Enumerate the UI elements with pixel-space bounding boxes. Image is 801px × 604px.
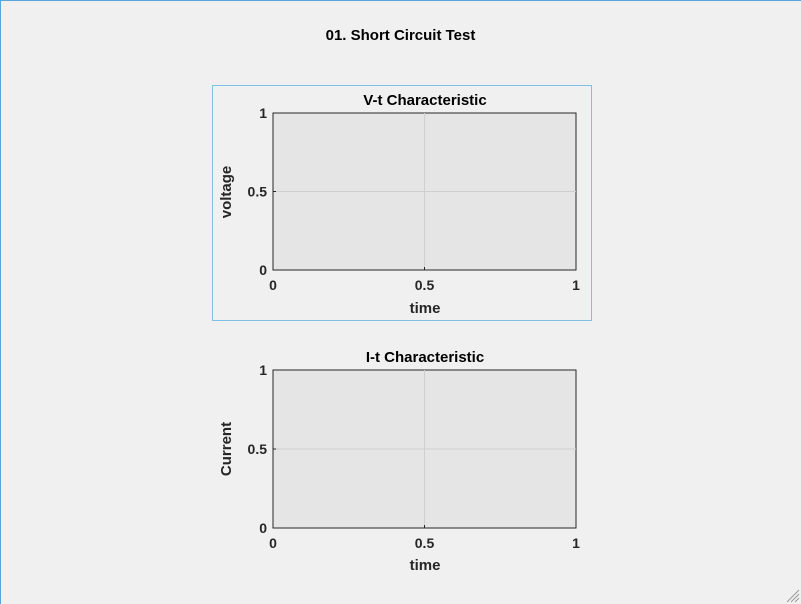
vt-ticks: 0 0.5 1 0 0.5 1 bbox=[248, 105, 581, 293]
it-ytick-label: 1 bbox=[259, 362, 267, 378]
vt-chart-title: V-t Characteristic bbox=[363, 92, 486, 109]
it-ylabel: Current bbox=[218, 422, 235, 476]
it-ytick-label: 0 bbox=[259, 520, 267, 536]
vt-ytick-label: 0 bbox=[259, 262, 267, 278]
vt-xlabel: time bbox=[410, 300, 441, 317]
it-xlabel: time bbox=[410, 557, 441, 574]
figure-title: 01. Short Circuit Test bbox=[325, 27, 476, 44]
resize-grip-icon[interactable] bbox=[786, 589, 800, 603]
it-chart-title: I-t Characteristic bbox=[366, 349, 484, 366]
it-ytick-label: 0.5 bbox=[248, 441, 268, 457]
it-ticks: 0 0.5 1 0 0.5 1 bbox=[248, 362, 581, 551]
it-xtick-label: 0 bbox=[269, 535, 277, 551]
vt-ytick-label: 1 bbox=[259, 105, 267, 121]
vt-xtick-label: 0.5 bbox=[415, 277, 435, 293]
it-xtick-label: 0.5 bbox=[415, 535, 435, 551]
vt-ylabel: voltage bbox=[218, 166, 235, 219]
vt-xtick-label: 0 bbox=[269, 277, 277, 293]
vt-xtick-label: 1 bbox=[572, 277, 580, 293]
it-xtick-label: 1 bbox=[572, 535, 580, 551]
vt-grid bbox=[273, 113, 576, 270]
it-grid bbox=[273, 370, 576, 528]
vt-ytick-label: 0.5 bbox=[248, 184, 268, 200]
vt-axes-selection-box bbox=[212, 85, 592, 321]
